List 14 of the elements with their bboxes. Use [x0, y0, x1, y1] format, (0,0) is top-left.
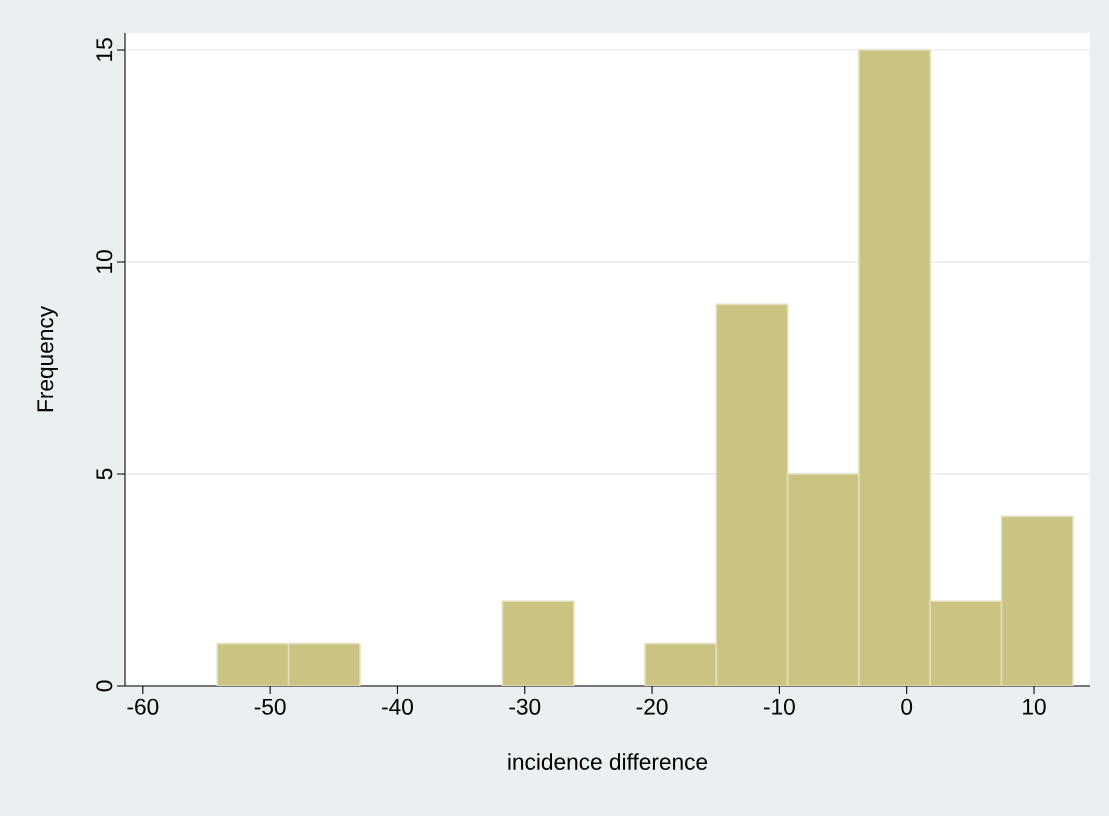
x-tick-label: -40 — [382, 698, 413, 715]
x-tick-label: -50 — [254, 698, 286, 715]
x-tick-label: -30 — [509, 698, 541, 715]
y-tick-label: 10 — [96, 250, 113, 273]
x-tick-label: 10 — [1023, 698, 1046, 715]
x-tick-label: -20 — [636, 698, 668, 715]
y-tick-label: 5 — [96, 468, 113, 480]
x-tick-label: 0 — [901, 698, 913, 715]
y-tick-label: 15 — [96, 38, 113, 61]
y-axis-title: Frequency — [37, 306, 58, 412]
x-tick-label: -10 — [764, 698, 795, 715]
x-tick-label: -60 — [127, 698, 159, 715]
y-tick-label: 0 — [96, 680, 113, 692]
x-axis-title: incidence difference — [508, 753, 708, 770]
